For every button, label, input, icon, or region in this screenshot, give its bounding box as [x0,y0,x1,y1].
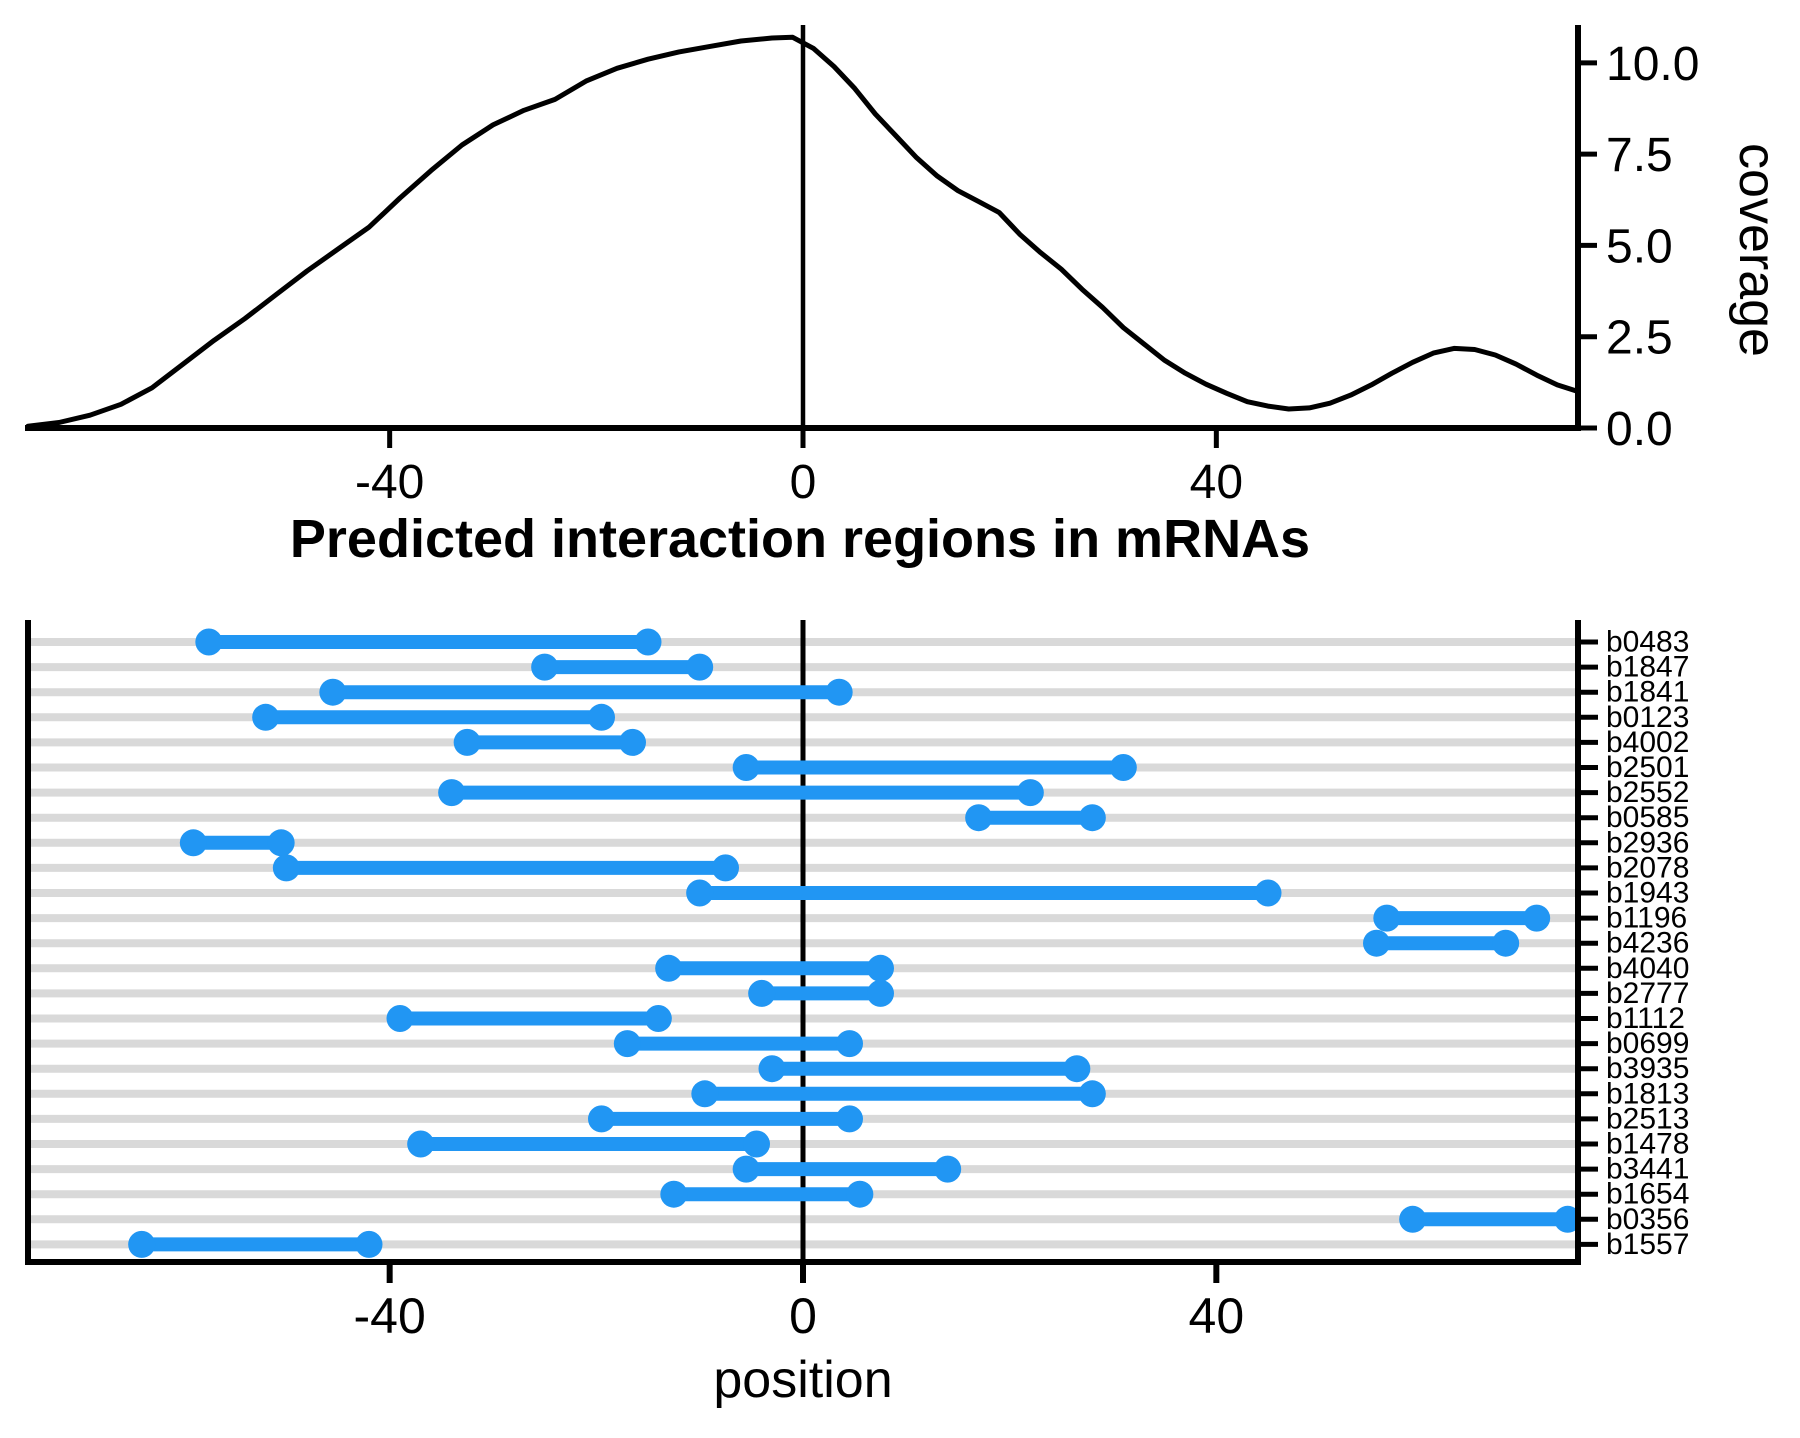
range-start-dot [732,1155,760,1183]
range-start-dot [965,804,993,832]
coverage-density-plot: -40 0 40 0.0 2.5 5.0 7.5 10.0 coverage [25,25,1786,509]
range-end-dot [867,979,894,1007]
gene-label: b0699 [1606,1027,1689,1060]
range-start-dot [655,954,683,982]
range-end-dot [644,1005,672,1032]
y-axis-title-coverage: coverage [1728,143,1786,357]
y-tick-label: 5.0 [1606,220,1673,273]
range-start-dot [660,1180,688,1208]
gene-label: b3441 [1606,1153,1689,1186]
gene-label: b1847 [1606,651,1689,684]
range-start-dot [613,1030,641,1058]
coverage-density-generated: -40 0 40 0.0 2.5 5.0 7.5 10.0 [25,25,1699,509]
range-end-dot [1254,879,1282,907]
range-start-dot [686,879,714,907]
range-end-dot [1078,804,1106,832]
density-curve [25,34,1581,429]
range-start-dot [453,728,481,756]
y-tick-label: 7.5 [1606,129,1673,182]
range-end-dot [267,829,295,857]
range-end-dot [1016,779,1044,807]
range-start-dot [1373,904,1401,932]
gene-label: b1557 [1606,1228,1689,1261]
range-start-dot [1399,1205,1427,1233]
range-end-dot [1523,904,1551,932]
range-end-dot [846,1180,874,1208]
gene-label: b2552 [1606,776,1689,809]
range-start-dot [438,779,466,807]
gene-label: b1813 [1606,1077,1689,1110]
range-start-dot [691,1080,719,1108]
gene-label: b4040 [1606,952,1689,985]
y-tick-label: 0.0 [1606,403,1673,456]
range-end-dot [825,678,853,706]
range-end-dot [934,1155,962,1183]
range-end-dot [836,1030,863,1058]
gene-label: b4002 [1606,726,1689,759]
gene-label: b1112 [1606,1002,1685,1035]
range-start-dot [748,979,776,1007]
range-start-dot [588,1105,615,1133]
range-start-dot [758,1055,786,1083]
gene-label: b1654 [1606,1178,1689,1211]
interaction-regions-plot: b0483b1847b1841b0123b4002b2501b2552b0585… [25,620,1689,1409]
range-end-dot [1078,1080,1106,1108]
x-tick-label: 0 [790,456,817,509]
figure-title: Predicted interaction regions in mRNAs [290,509,1310,569]
range-start-dot [252,703,280,731]
range-start-dot [195,628,223,656]
range-start-dot [732,754,760,781]
x-axis-title-position: position [713,1351,892,1409]
range-start-dot [531,653,559,681]
range-end-dot [1554,1205,1582,1233]
range-start-dot [319,678,347,706]
range-start-dot [179,829,207,857]
gene-label: b2936 [1606,826,1689,859]
range-end-dot [634,628,662,656]
gene-label: b0585 [1606,801,1689,834]
x-tick-label: -40 [354,1288,426,1344]
gene-label: b4236 [1606,927,1689,960]
gene-label: b0483 [1606,626,1689,659]
gene-label: b0123 [1606,701,1689,734]
range-start-dot [272,854,300,882]
gene-label: b2078 [1606,851,1689,884]
range-end-dot [867,954,894,982]
range-start-dot [386,1005,414,1032]
x-tick-label: 40 [1189,1288,1245,1344]
x-tick-label: 40 [1190,456,1243,509]
gene-label: b1196 [1606,902,1687,935]
y-tick-label: 2.5 [1606,312,1673,365]
gene-label: b2501 [1606,751,1689,784]
x-tick-label: -40 [355,456,424,509]
range-end-dot [712,854,739,882]
interaction-regions-generated: b0483b1847b1841b0123b4002b2501b2552b0585… [25,620,1689,1344]
range-start-dot [1363,929,1390,957]
range-end-dot [588,703,615,731]
gene-label: b1841 [1606,676,1689,709]
range-end-dot [619,728,646,756]
gene-label: b0356 [1606,1203,1689,1236]
range-end-dot [743,1130,770,1158]
gene-label: b1943 [1606,877,1689,910]
range-end-dot [686,653,714,681]
range-end-dot [836,1105,863,1133]
gene-label: b2513 [1606,1102,1689,1135]
gene-label: b1478 [1606,1128,1689,1161]
range-end-dot [1109,754,1137,781]
range-end-dot [1492,929,1520,957]
range-start-dot [128,1230,156,1258]
x-tick-label: 0 [789,1288,817,1344]
gene-label: b3935 [1606,1052,1689,1085]
y-tick-label: 10.0 [1606,38,1699,91]
gene-label: b2777 [1606,977,1689,1010]
range-end-dot [355,1230,383,1258]
range-end-dot [1063,1055,1091,1083]
range-start-dot [407,1130,435,1158]
